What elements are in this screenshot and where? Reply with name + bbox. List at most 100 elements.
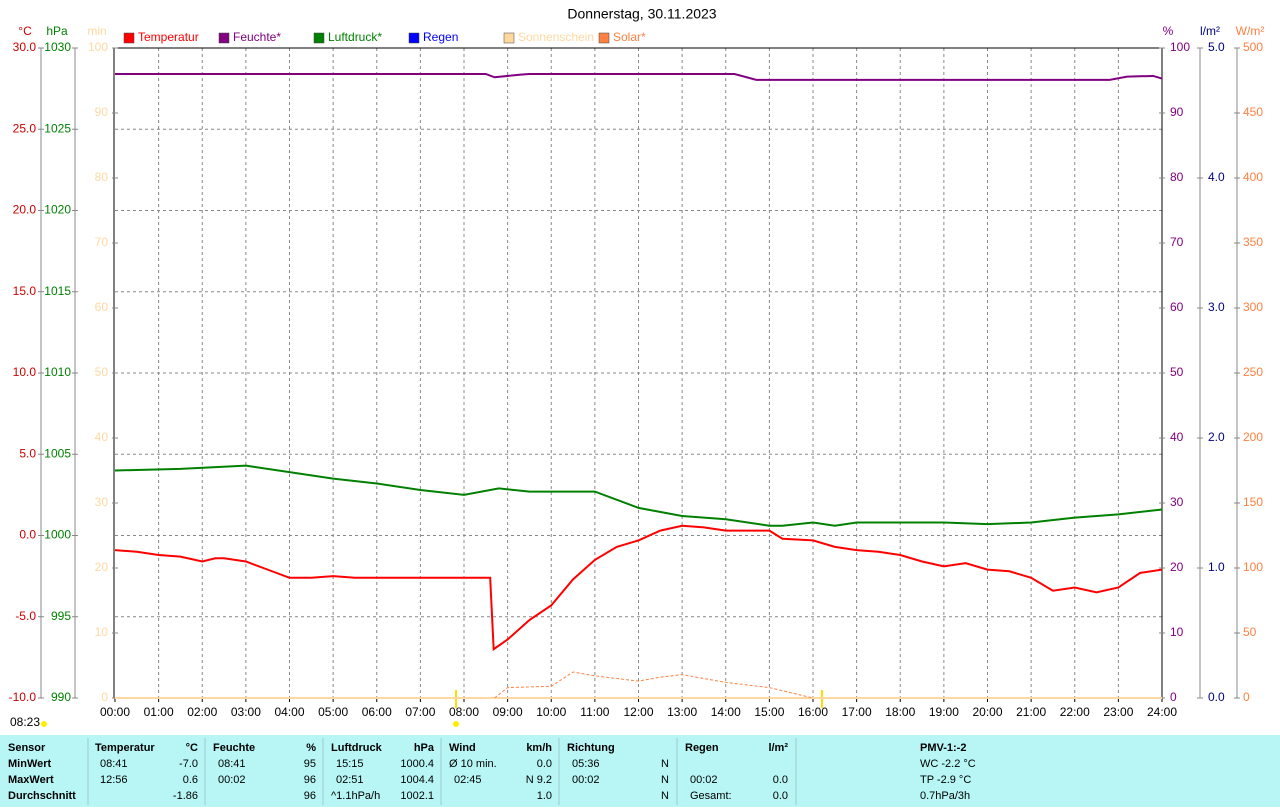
y-tick-label: 80 [95, 170, 109, 184]
legend-label: Solar* [613, 30, 646, 44]
table-cell: Ø 10 min. [449, 758, 497, 770]
table-cell: WC -2.2 °C [920, 758, 976, 770]
axis-unit: W/m² [1236, 24, 1265, 38]
table-cell: 05:36 [572, 758, 600, 770]
y-tick-label: 0 [101, 690, 108, 704]
axis-unit: min [87, 24, 106, 38]
y-tick-label: 0.0 [1208, 690, 1225, 704]
table-cell: 95 [304, 758, 316, 770]
y-tick-label: 1025 [44, 121, 71, 135]
y-tick-label: -10.0 [9, 690, 37, 704]
table-header: Richtung [567, 742, 615, 754]
y-tick-label: 1020 [44, 203, 71, 217]
x-tick-label: 01:00 [144, 705, 174, 719]
x-tick-label: 17:00 [842, 705, 872, 719]
legend-label: Regen [423, 30, 458, 44]
y-tick-label: 20.0 [13, 203, 37, 217]
y-tick-label: 10.0 [13, 365, 37, 379]
y-tick-label: 90 [1170, 105, 1184, 119]
y-tick-label: 100 [88, 40, 108, 54]
axis-unit: hPa [46, 24, 68, 38]
series-line [115, 73, 1163, 81]
table-cell: Gesamt: [690, 790, 732, 802]
sun-marker [453, 721, 459, 727]
y-tick-label: 100 [1170, 40, 1190, 54]
table-header: % [306, 742, 316, 754]
table-cell: 0.6 [183, 774, 198, 786]
table-cell: 1000.4 [400, 758, 434, 770]
legend-label: Sonnenschein [518, 30, 594, 44]
table-header: Wind [449, 742, 476, 754]
table-header: Feuchte [213, 742, 255, 754]
series-line [114, 464, 1163, 527]
table-header: hPa [414, 742, 435, 754]
series-line [494, 671, 814, 699]
y-tick-label: 15.0 [13, 284, 37, 298]
table-cell: 02:51 [336, 774, 364, 786]
y-tick-label: 30.0 [13, 40, 37, 54]
x-tick-label: 06:00 [362, 705, 392, 719]
table-header: Luftdruck [331, 742, 383, 754]
y-tick-label: 5.0 [1208, 40, 1225, 54]
table-cell: -1.86 [173, 790, 198, 802]
x-tick-label: 13:00 [667, 705, 697, 719]
x-tick-label: 24:00 [1147, 705, 1177, 719]
y-tick-label: 80 [1170, 170, 1184, 184]
table-background [0, 735, 1280, 807]
table-cell: 1002.1 [400, 790, 434, 802]
y-tick-label: 10 [1170, 625, 1184, 639]
table-cell: 00:02 [218, 774, 246, 786]
axis-unit: % [1163, 24, 1174, 38]
table-cell: Durchschnitt [8, 790, 76, 802]
x-tick-label: 09:00 [493, 705, 523, 719]
y-tick-label: 70 [95, 235, 109, 249]
legend-swatch [503, 32, 515, 44]
y-tick-label: 500 [1243, 40, 1263, 54]
x-tick-label: 22:00 [1060, 705, 1090, 719]
table-cell: 12:56 [100, 774, 128, 786]
table-cell: 00:02 [572, 774, 600, 786]
y-tick-label: 50 [1170, 365, 1184, 379]
table-header: Temperatur [95, 742, 155, 754]
y-tick-label: 1015 [44, 284, 71, 298]
y-tick-label: 300 [1243, 300, 1263, 314]
y-tick-label: 1010 [44, 365, 71, 379]
table-cell: ^1.1hPa/h [331, 790, 380, 802]
y-tick-label: 995 [51, 609, 71, 623]
y-tick-label: 40 [95, 430, 109, 444]
legend-swatch [218, 32, 230, 44]
series-line [114, 524, 1163, 652]
table-header: °C [186, 742, 198, 754]
table-cell: 00:02 [690, 774, 718, 786]
y-tick-label: 50 [1243, 625, 1257, 639]
table-header: Sensor [8, 742, 46, 754]
x-tick-label: 12:00 [623, 705, 653, 719]
table-cell: TP -2.9 °C [920, 774, 971, 786]
table-cell: 96 [304, 790, 316, 802]
y-tick-label: 450 [1243, 105, 1263, 119]
legend-label: Luftdruck* [328, 30, 382, 44]
table-header: Regen [685, 742, 719, 754]
axis-unit: °C [18, 24, 32, 38]
x-tick-label: 15:00 [754, 705, 784, 719]
y-tick-label: 20 [1170, 560, 1184, 574]
table-cell: N 9.2 [526, 774, 552, 786]
table-cell: 15:15 [336, 758, 364, 770]
table-cell: 96 [304, 774, 316, 786]
y-tick-label: 60 [95, 300, 109, 314]
y-tick-label: 3.0 [1208, 300, 1225, 314]
y-tick-label: 2.0 [1208, 430, 1225, 444]
x-tick-label: 21:00 [1016, 705, 1046, 719]
y-tick-label: 20 [95, 560, 109, 574]
legend-label: Feuchte* [233, 30, 281, 44]
table-cell: 02:45 [454, 774, 482, 786]
table-cell: 0.7hPa/3h [920, 790, 970, 802]
y-tick-label: 0 [1170, 690, 1177, 704]
table-header: km/h [526, 742, 552, 754]
x-tick-label: 16:00 [798, 705, 828, 719]
table-cell: 1.0 [537, 790, 552, 802]
y-tick-label: 40 [1170, 430, 1184, 444]
legend-label: Temperatur [138, 30, 199, 44]
x-tick-label: 11:00 [580, 705, 609, 719]
